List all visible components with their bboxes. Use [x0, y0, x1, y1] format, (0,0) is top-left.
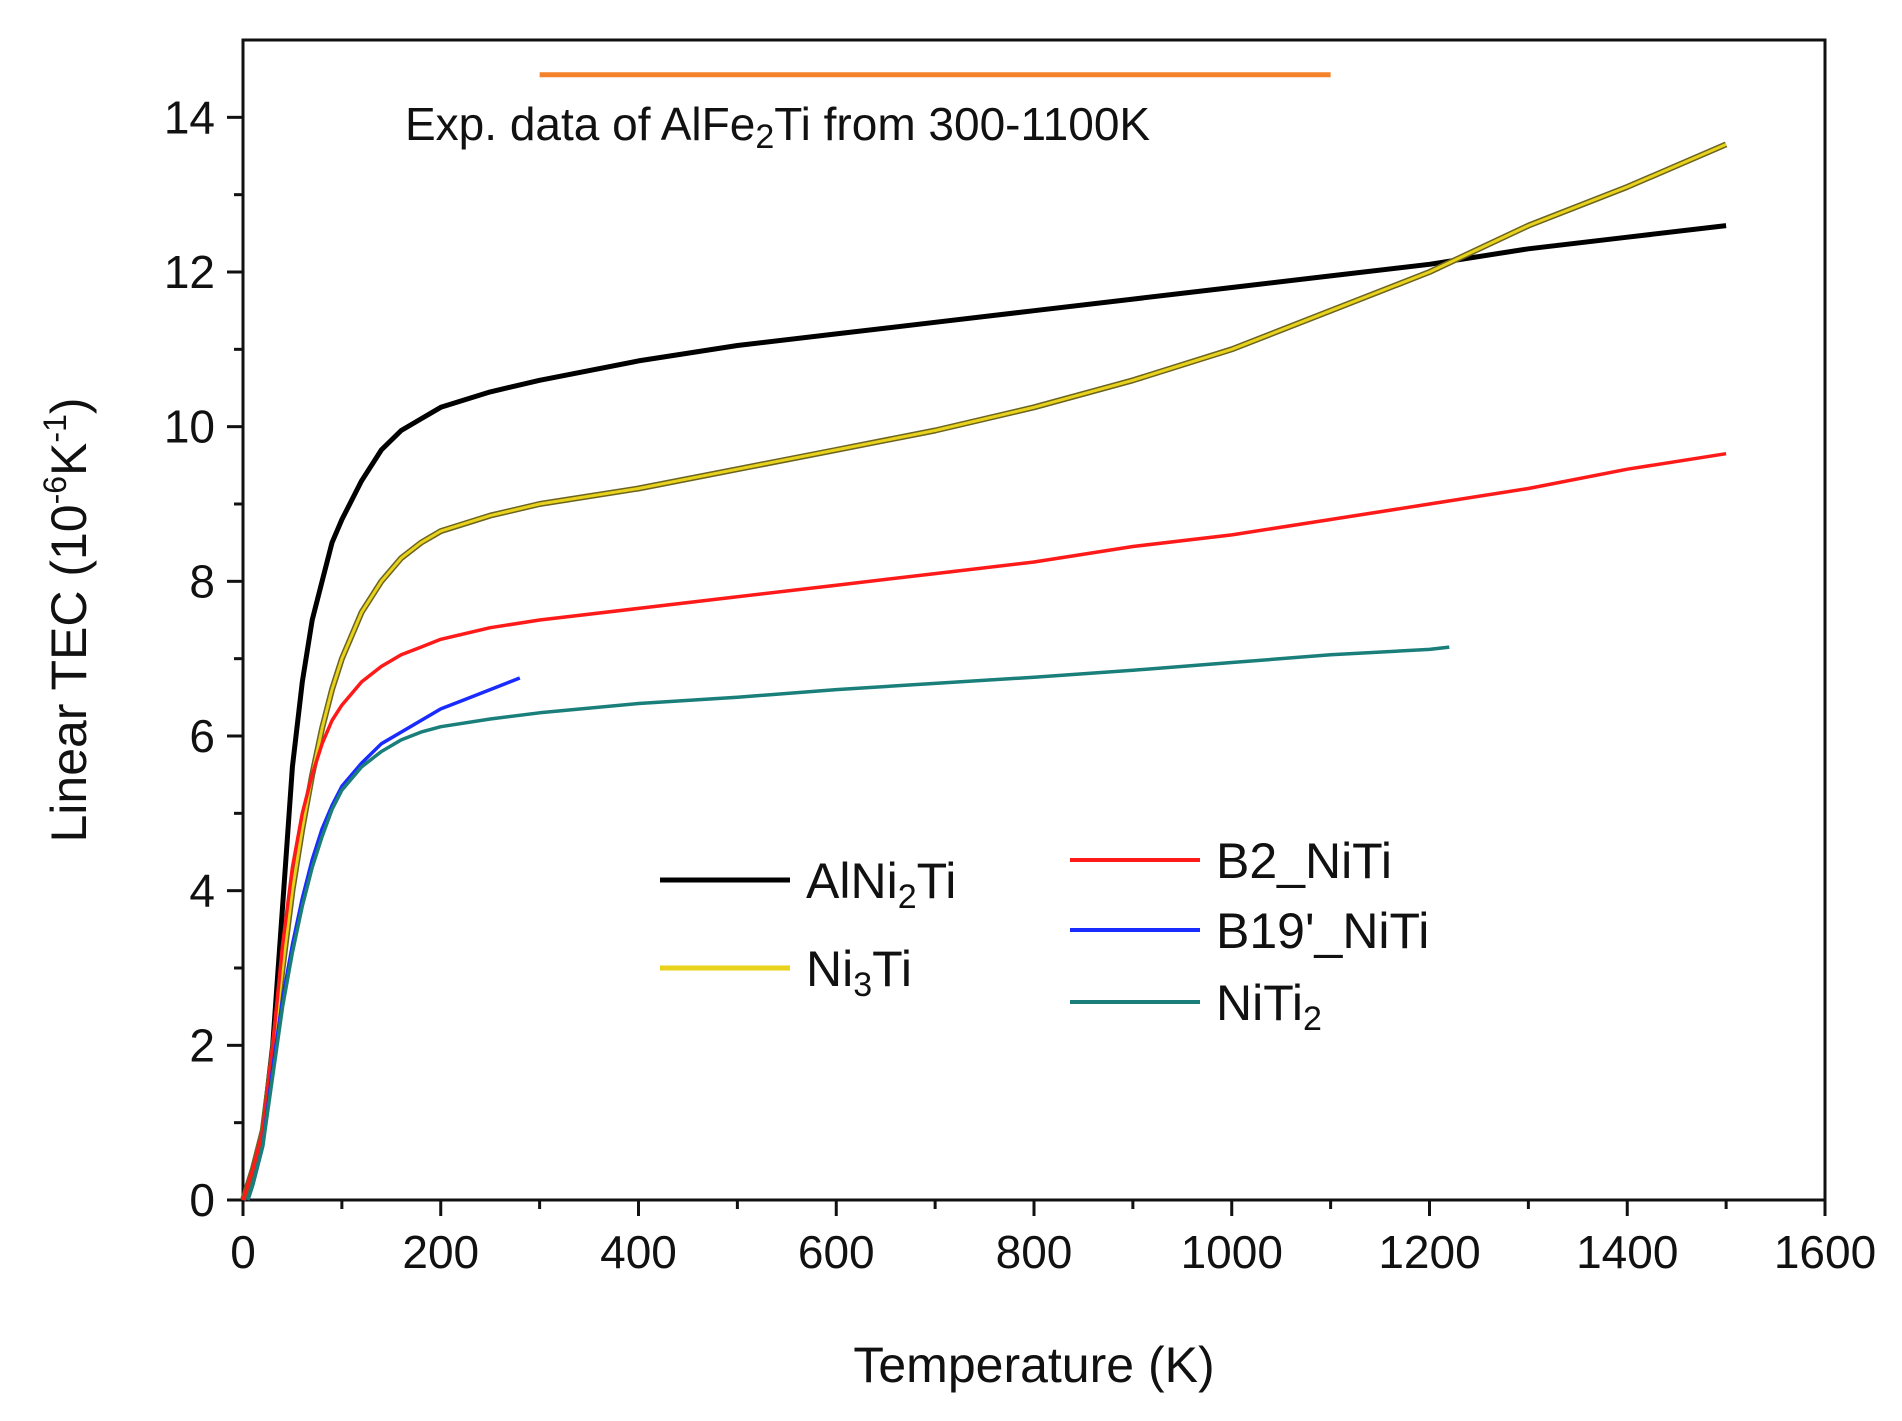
y-tick-label: 10 [164, 401, 215, 453]
legend-item-b2-niti: B2_NiTi [1070, 833, 1392, 889]
legend-label-niti2: NiTi2 [1216, 975, 1322, 1038]
x-tick-label: 1600 [1774, 1226, 1876, 1278]
y-tick-label: 12 [164, 246, 215, 298]
y-tick-label: 4 [189, 865, 215, 917]
legend-item-niti2: NiTi2 [1070, 975, 1322, 1038]
plot-area [241, 38, 1827, 1202]
series-line-alni2ti [240, 223, 1727, 1201]
series-line-ni3ti-outline [240, 141, 1728, 1201]
x-tick-label: 600 [798, 1226, 875, 1278]
series-line-b2-niti [241, 451, 1727, 1201]
series-line-ni3ti [241, 143, 1727, 1201]
x-tick-label: 200 [402, 1226, 479, 1278]
legend-item-ni3ti: Ni3Ti [660, 941, 912, 1004]
y-tick-label: 6 [189, 710, 215, 762]
y-tick-label: 8 [189, 555, 215, 607]
x-tick-label: 0 [230, 1226, 256, 1278]
legend: AlNi2Ti Ni3Ti B2_NiTi B19'_NiTi NiTi2 [660, 833, 1429, 1038]
y-tick-label: 2 [189, 1019, 215, 1071]
y-tick-label: 14 [164, 91, 215, 143]
y-tick-label: 0 [189, 1174, 215, 1226]
y-axis-title: Linear TEC (10-6K-1) [37, 397, 97, 842]
legend-label-b19-niti: B19'_NiTi [1216, 903, 1429, 959]
legend-item-alni2ti: AlNi2Ti [660, 853, 956, 916]
x-tick-label: 1000 [1181, 1226, 1283, 1278]
legend-label-b2-niti: B2_NiTi [1216, 833, 1392, 889]
y-axis-ticks: 0 2 4 6 8 10 12 14 [164, 91, 243, 1226]
x-tick-label: 800 [996, 1226, 1073, 1278]
legend-label-ni3ti: Ni3Ti [806, 941, 912, 1004]
x-tick-label: 400 [600, 1226, 677, 1278]
series-lines [240, 141, 1728, 1201]
legend-label-alni2ti: AlNi2Ti [806, 853, 956, 916]
annotation-label: Exp. data of AlFe2Ti from 300-1100K [405, 98, 1150, 156]
series-line-niti2 [246, 645, 1450, 1201]
legend-item-b19-niti: B19'_NiTi [1070, 903, 1429, 959]
x-tick-label: 1200 [1378, 1226, 1480, 1278]
x-axis-title: Temperature (K) [853, 1337, 1214, 1393]
x-tick-label: 1400 [1576, 1226, 1678, 1278]
x-axis-ticks: 0 200 400 600 800 1000 1200 1400 1600 [230, 1200, 1876, 1278]
